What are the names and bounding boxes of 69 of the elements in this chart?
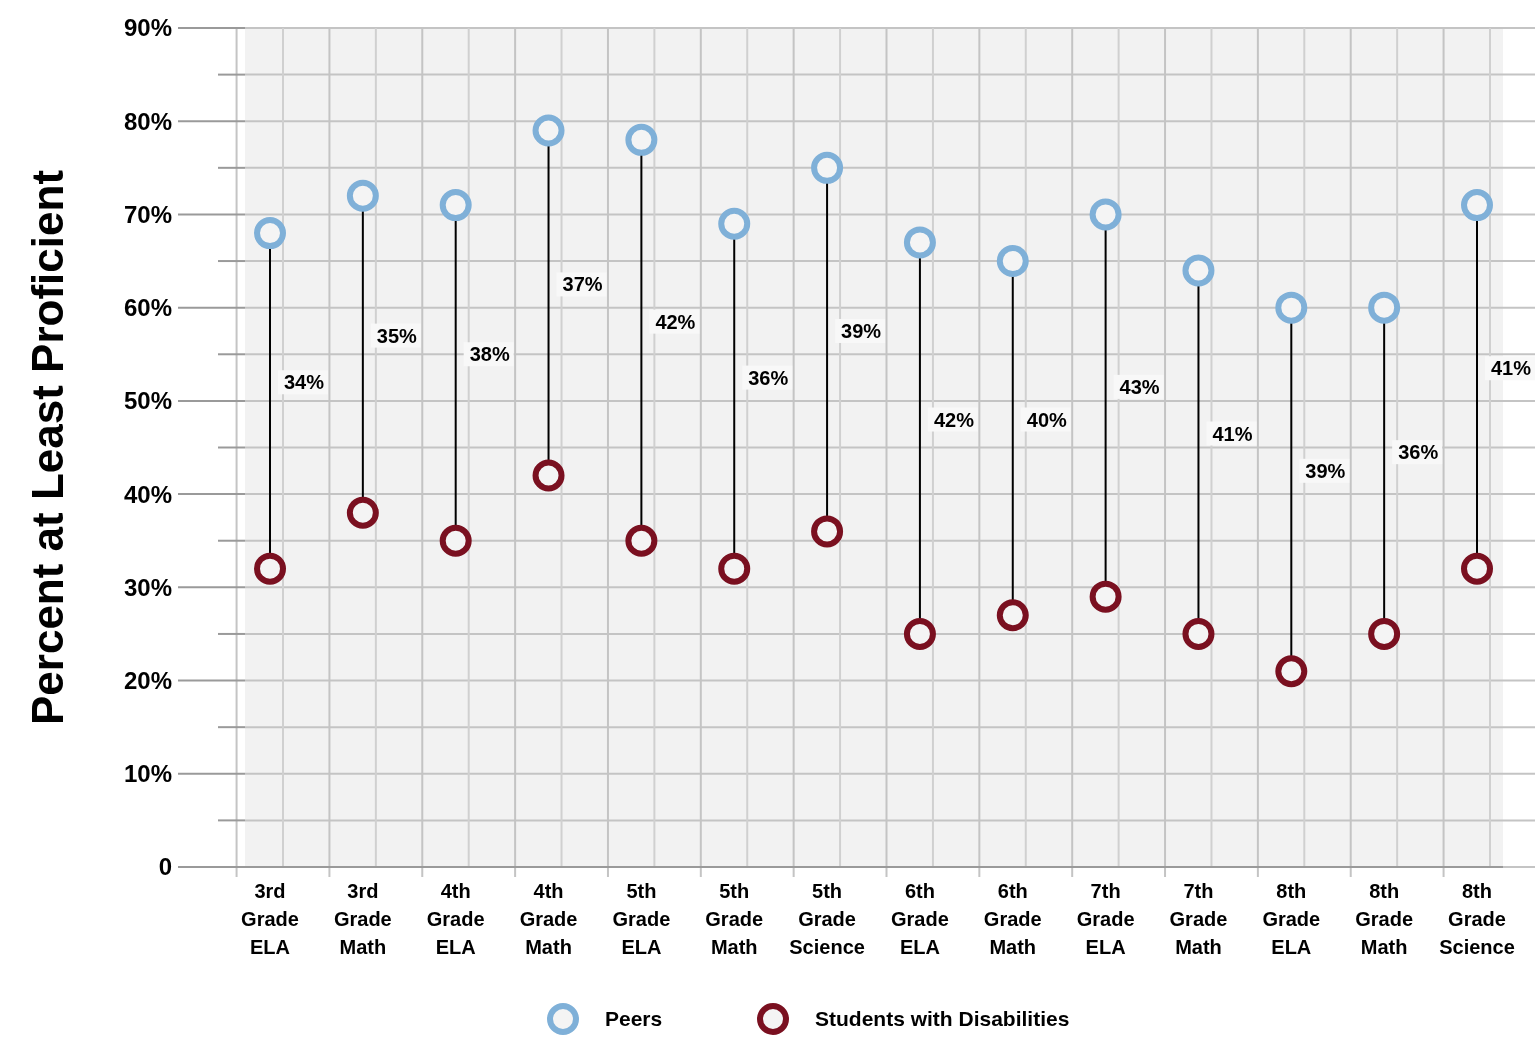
x-tick-label: 3rd Grade ELA	[241, 880, 299, 958]
annotation: 36%	[748, 366, 789, 389]
annotation: 40%	[1026, 408, 1068, 431]
y-tick-label: 50%	[123, 387, 172, 415]
point	[1089, 580, 1122, 613]
x-tick-label: 8th Grade Math	[1355, 880, 1414, 958]
y-tick-label: 60%	[123, 294, 172, 322]
point	[718, 552, 751, 585]
legend-label: Peers	[605, 1007, 663, 1031]
annotation: 35%	[376, 324, 418, 347]
x-tick-label: 5th Grade Math	[705, 880, 764, 958]
point	[439, 189, 472, 222]
x-tick-label: 4th Grade ELA	[426, 880, 485, 958]
point	[718, 207, 751, 240]
point	[625, 524, 658, 557]
annotation: 41%	[1491, 357, 1532, 380]
point	[346, 179, 379, 212]
point	[1275, 655, 1308, 688]
annotation: 43%	[1119, 375, 1160, 398]
point	[903, 226, 936, 259]
point	[811, 515, 844, 548]
annotation: 36%	[1398, 441, 1439, 464]
legend-label: Students with Disabilities	[815, 1007, 1070, 1031]
point	[254, 552, 286, 585]
y-axis-title: Percent at Least Proficient	[23, 169, 72, 726]
point	[625, 123, 658, 156]
x-tick-label: 8th Grade ELA	[1262, 880, 1321, 958]
y-tick-label: 0	[158, 853, 172, 881]
point	[1461, 189, 1493, 222]
point	[1182, 617, 1215, 650]
point	[254, 217, 286, 250]
point	[439, 524, 472, 557]
point	[1368, 291, 1401, 324]
annotation: 42%	[933, 408, 975, 431]
annotation: 38%	[469, 343, 510, 366]
y-tick-label: 10%	[123, 760, 172, 788]
x-tick-label: 7th Grade Math	[1169, 880, 1228, 958]
point	[1275, 291, 1308, 324]
y-tick-label: 20%	[123, 666, 172, 694]
x-tick-label: 7th Grade ELA	[1076, 880, 1135, 958]
x-tick-label: 6th Grade ELA	[891, 880, 949, 958]
annotation: 39%	[841, 319, 882, 342]
annotation: 42%	[655, 310, 696, 333]
point	[532, 459, 565, 492]
y-tick-label: 30%	[123, 573, 172, 601]
y-tick-label: 40%	[123, 480, 172, 508]
y-tick-label: 90%	[123, 14, 172, 42]
annotation: 41%	[1212, 422, 1253, 445]
point	[1089, 198, 1122, 231]
point	[996, 245, 1029, 278]
point	[1368, 617, 1401, 650]
x-tick-label: 5th Grade ELA	[612, 880, 671, 958]
x-tick-label: 3rd Grade Math	[333, 880, 392, 958]
x-tick-label: 6th Grade Math	[983, 880, 1042, 958]
x-tick-label: 5th Grade Science	[789, 880, 865, 958]
x-tick-label: 8th Grade Science	[1439, 880, 1515, 958]
point	[903, 617, 936, 650]
point	[1182, 254, 1215, 287]
annotation: 39%	[1305, 459, 1346, 482]
point	[532, 114, 565, 147]
point	[811, 151, 844, 184]
point	[1461, 552, 1493, 585]
x-tick-label: 4th Grade Math	[519, 880, 578, 958]
y-tick-label: 70%	[123, 200, 172, 228]
annotation: 37%	[562, 273, 603, 296]
y-tick-label: 80%	[123, 107, 172, 135]
annotation: 34%	[284, 371, 325, 394]
point	[996, 599, 1029, 632]
point	[346, 496, 379, 529]
